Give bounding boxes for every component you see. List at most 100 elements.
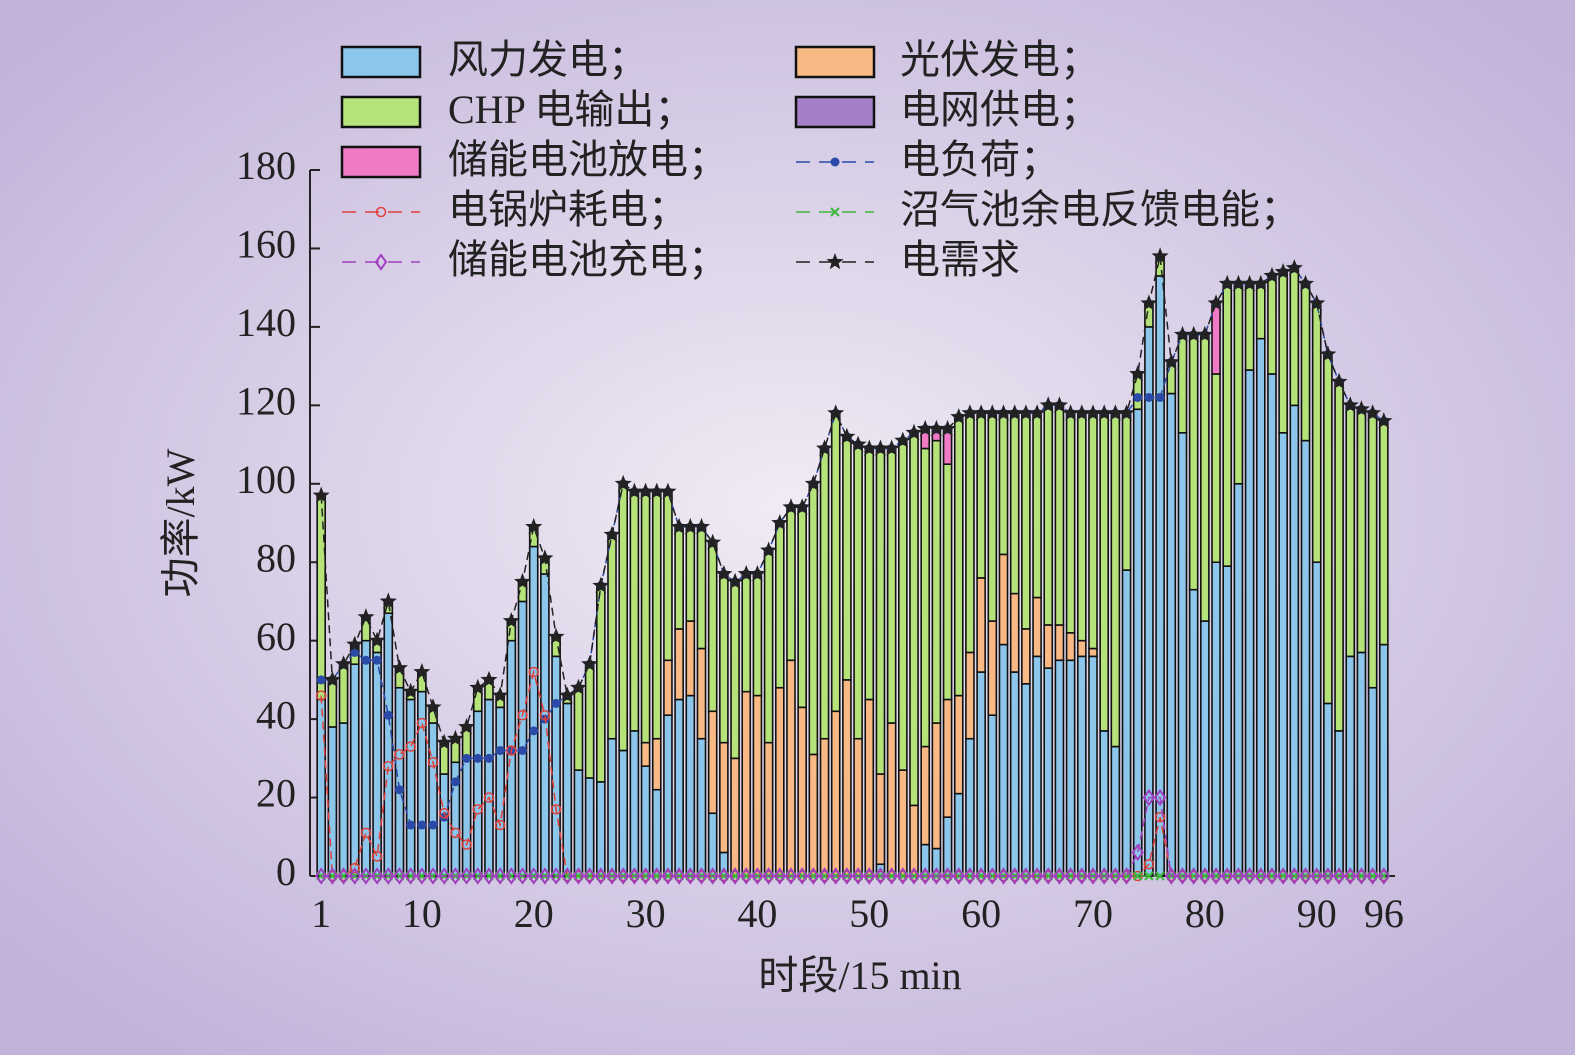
marker [1006, 404, 1024, 421]
bar-segment [1222, 282, 1233, 567]
x-tick-label: 90 [1297, 891, 1337, 936]
bar-segment [595, 781, 606, 877]
marker [1207, 294, 1225, 311]
bar-segment [1132, 408, 1143, 877]
marker [1265, 867, 1279, 885]
marker [1008, 867, 1021, 885]
marker [505, 867, 518, 885]
bar-segment [1121, 412, 1132, 571]
bar-segment [1121, 569, 1132, 877]
marker [1173, 325, 1191, 342]
marker [1252, 274, 1270, 291]
y-tick-label: 120 [236, 379, 296, 424]
bar-segment [1054, 659, 1065, 877]
bar-segment [797, 506, 807, 709]
marker [471, 867, 485, 885]
bar-segment [472, 710, 483, 877]
marker [1109, 867, 1122, 885]
marker [1218, 274, 1236, 291]
marker [997, 867, 1010, 885]
bar-segment [584, 663, 595, 779]
bar-segment [1177, 431, 1188, 877]
marker [337, 867, 350, 885]
marker [1144, 871, 1154, 881]
marker [517, 709, 528, 721]
bar-segment [1211, 373, 1221, 564]
marker [1120, 867, 1133, 885]
marker [1086, 867, 1100, 885]
y-tick-label: 80 [256, 535, 296, 580]
marker [1274, 263, 1292, 280]
bar-segment [618, 749, 629, 877]
bar-segment [1009, 671, 1020, 877]
marker [1019, 867, 1033, 885]
marker [472, 804, 484, 815]
marker [491, 686, 509, 703]
bar-segment [685, 694, 696, 877]
legend-swatch [340, 45, 422, 79]
bar-segment [696, 647, 707, 740]
bar-segment [629, 490, 640, 732]
bar-segment [1177, 333, 1188, 434]
x-tick-label: 10 [402, 891, 442, 936]
marker [572, 867, 585, 885]
marker [1344, 867, 1357, 885]
bar-segment [674, 526, 684, 630]
x-axis-label: 时段/15 min [758, 953, 961, 998]
bar-segment [942, 463, 953, 701]
marker [382, 867, 395, 885]
bar-segment [752, 573, 763, 697]
bar-segment [1188, 588, 1199, 877]
bar-segment [428, 722, 438, 877]
bar-segment [998, 643, 1009, 877]
bar-segment [1155, 275, 1165, 877]
bar-segment [1278, 431, 1288, 877]
marker [1050, 396, 1068, 413]
marker [547, 627, 565, 644]
marker [1375, 412, 1393, 429]
bar-segment [808, 753, 819, 877]
y-tick-label: 140 [236, 300, 296, 345]
bar-segment [1088, 647, 1098, 658]
bar-segment [663, 714, 673, 877]
marker [771, 514, 789, 531]
marker [482, 867, 496, 885]
bar-segment [1289, 267, 1300, 407]
marker [704, 533, 722, 550]
bar-segment [864, 698, 875, 877]
marker [450, 777, 460, 787]
marker [458, 718, 476, 735]
bar-segment [741, 690, 752, 877]
marker [639, 867, 652, 885]
marker [1118, 404, 1136, 421]
bar-segment [1244, 282, 1255, 371]
marker [594, 867, 608, 885]
bar-segment [1233, 282, 1244, 485]
marker [827, 404, 845, 421]
bar-segment [976, 577, 986, 673]
marker [793, 498, 811, 515]
marker [939, 419, 957, 437]
bar-segment [987, 412, 998, 622]
marker [740, 867, 753, 885]
legend-swatch [794, 45, 876, 79]
marker [930, 867, 943, 885]
bar-segment [1200, 333, 1210, 622]
marker [1285, 259, 1303, 276]
marker [450, 827, 461, 839]
legend-swatch [794, 95, 876, 129]
bar-segment [864, 447, 875, 701]
bar-segment [1065, 659, 1076, 877]
marker [528, 666, 539, 678]
bar-segment [898, 439, 908, 771]
legend-label: 风力发电； [448, 37, 648, 82]
marker [368, 631, 386, 648]
marker [536, 549, 554, 566]
marker [748, 565, 766, 582]
marker [1321, 867, 1335, 885]
bar-segment [372, 651, 382, 877]
bar-segment [987, 620, 998, 716]
marker [706, 867, 719, 885]
bar-segment [1311, 561, 1322, 877]
marker [972, 404, 990, 421]
